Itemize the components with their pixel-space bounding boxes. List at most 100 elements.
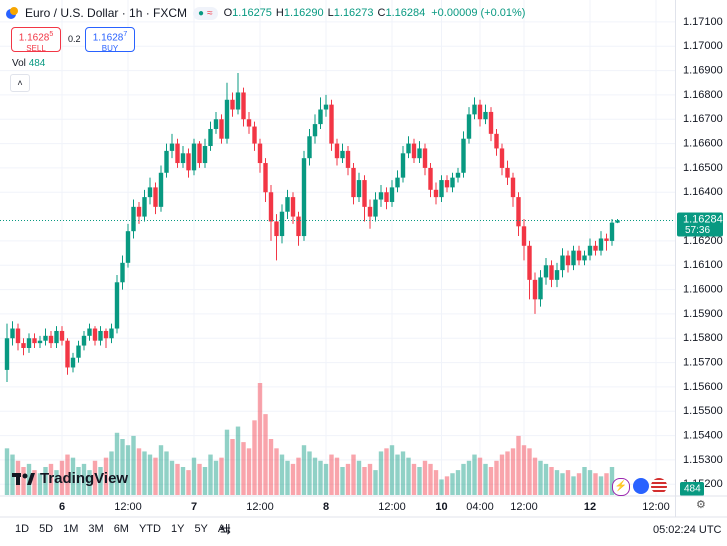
candle-body (4, 338, 10, 370)
volume-bar (494, 460, 499, 495)
volume-bar (268, 439, 274, 495)
x-tick-label: 04:00 (466, 501, 494, 513)
timeframe-button[interactable]: 6M (113, 523, 129, 535)
volume-bar (81, 463, 87, 495)
candle-body (549, 265, 554, 280)
ohlc-value: 1.16284 (385, 7, 426, 19)
volume-bar (32, 470, 37, 495)
candle-body (510, 177, 516, 198)
candle-body (351, 167, 356, 198)
volume-bar (373, 470, 378, 495)
ohlc-item: O1.16275 (224, 7, 272, 19)
volume-bar (142, 451, 147, 495)
eu-flag[interactable] (633, 478, 649, 494)
x-tick-label: 12:00 (114, 501, 142, 513)
volume-bar (186, 470, 191, 495)
x-tick-label: 7 (191, 501, 197, 513)
volume-bar (450, 473, 455, 495)
candle-body (114, 282, 120, 329)
volume-bar (43, 467, 48, 495)
timeframe-button[interactable]: All (217, 523, 231, 535)
candle-body (147, 187, 153, 198)
timeframe-button[interactable]: 1M (63, 523, 79, 535)
y-tick-label: 1.16400 (683, 186, 723, 198)
status-badges[interactable]: ● ≈ (193, 6, 218, 20)
timeframe-button[interactable]: 1D (15, 523, 30, 535)
buy-button[interactable]: 1.16287 BUY (85, 27, 135, 53)
candle-body (395, 177, 400, 188)
volume-bar (582, 467, 587, 495)
sell-button[interactable]: 1.16285 SELL (11, 27, 61, 53)
timeframe-button[interactable]: 5Y (194, 523, 208, 535)
us-flag[interactable] (651, 478, 667, 494)
x-tick-label: 12:00 (510, 501, 538, 513)
settings-button[interactable]: ⚙ (696, 499, 706, 511)
change: +0.00009 (+0.01%) (431, 7, 526, 19)
candle-body (169, 143, 175, 151)
volume-bar (521, 445, 527, 495)
volume-bar (455, 470, 461, 495)
volume-bar (164, 451, 169, 495)
symbol[interactable]: Euro / U.S. Dollar · 1h · FXCM (25, 6, 188, 20)
volume-bar (290, 463, 296, 495)
brand: TradingView (12, 470, 128, 487)
volume-bar (362, 467, 367, 495)
volume-bar (125, 445, 131, 495)
collapse-button[interactable]: ˄ (10, 74, 30, 92)
candle-body (26, 338, 32, 348)
volume-bar (461, 463, 466, 495)
candle-body (598, 238, 604, 251)
candle-body (37, 340, 43, 344)
volume-bar (609, 467, 615, 495)
volume-bar (411, 463, 417, 495)
sell-price: 1.1628 (18, 32, 50, 44)
timeframe-button[interactable]: 3M (88, 523, 104, 535)
volume-title: Vol (12, 58, 26, 69)
y-tick-label: 1.16900 (683, 64, 723, 76)
candle-body (543, 265, 549, 278)
event-icon[interactable]: ⚡ (612, 478, 630, 496)
volume-bar (378, 451, 384, 495)
countdown: 57:36 (685, 225, 710, 236)
candle-body (422, 148, 428, 168)
candle-body (378, 192, 384, 200)
candle-body (560, 255, 565, 271)
candle-body (483, 111, 488, 120)
y-tick-label: 1.15700 (683, 356, 723, 368)
candle-body (103, 330, 109, 339)
volume-bar (466, 460, 472, 495)
volume-tag-label: 484 (684, 484, 701, 495)
timeframe-button[interactable]: YTD (138, 523, 161, 535)
y-tick-label: 1.15300 (683, 454, 723, 466)
candle-body (307, 136, 312, 159)
spread: 0.2 (68, 34, 81, 44)
y-tick-label: 1.16500 (683, 162, 723, 174)
candle-body (593, 245, 598, 251)
candle-body (175, 143, 180, 164)
candles (0, 73, 675, 383)
volume-bar (384, 448, 389, 495)
volume-bar (120, 439, 125, 495)
candle-body (582, 255, 587, 261)
volume-bar (147, 454, 153, 495)
volume-bar (180, 467, 186, 495)
candle-body (164, 150, 169, 173)
last-price-tag (677, 212, 723, 237)
volume-bar (246, 448, 252, 495)
candle-body (257, 143, 263, 164)
x-tick-label: 10 (435, 501, 447, 513)
brand-logo (12, 472, 35, 485)
timeframe-button[interactable]: 5D (39, 523, 54, 535)
candle-body (109, 328, 114, 339)
candle-body (604, 238, 609, 241)
candle-body (516, 197, 521, 227)
market-open-dot: ● (198, 7, 205, 19)
date-range-button[interactable]: ⇆ (220, 522, 231, 537)
timeframe-button[interactable]: 1Y (170, 523, 185, 535)
timeframe-bar: 1D 5D 1M 3M 6M YTD 1Y 5Y All (10, 523, 235, 535)
volume-bar (65, 454, 70, 495)
candle-body (70, 357, 76, 368)
volume-bar (103, 457, 109, 495)
